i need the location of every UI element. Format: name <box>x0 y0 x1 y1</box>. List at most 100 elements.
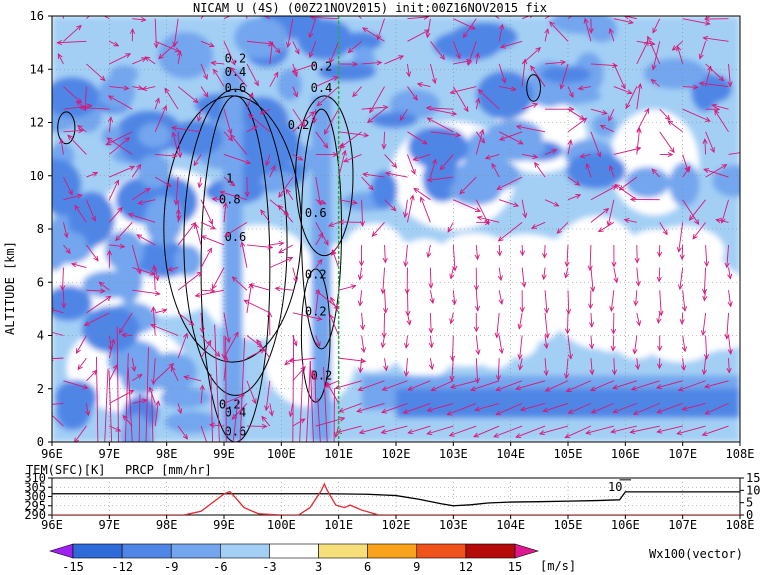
wind-vector-head <box>703 16 710 22</box>
x-tick-label: 106E <box>611 447 640 461</box>
wind-vector-head <box>225 337 231 344</box>
wind-vector <box>246 63 259 86</box>
wind-vector <box>358 380 385 391</box>
wind-vector <box>292 418 306 427</box>
wind-vector <box>515 425 546 438</box>
wind-vector-head <box>426 430 433 436</box>
wind-vector-head <box>633 300 639 307</box>
wind-vector <box>608 109 615 121</box>
field-patch-neutral <box>564 251 623 279</box>
wind-vector <box>145 56 156 65</box>
field-patch-negative <box>550 16 615 35</box>
wind-vector <box>212 267 225 289</box>
wind-vector <box>429 290 434 304</box>
wind-vector-head <box>136 268 142 275</box>
wind-vector <box>497 358 500 380</box>
wind-vector-head <box>99 288 106 294</box>
wind-vector-head <box>425 105 432 111</box>
wind-vector <box>475 335 479 355</box>
field-patch-negative <box>52 76 100 118</box>
wind-vector-head <box>700 330 706 337</box>
wind-vector <box>76 335 87 354</box>
wind-vector <box>108 370 113 442</box>
sub-left-tick-label: 310 <box>24 471 46 485</box>
wind-vector <box>636 40 655 45</box>
x-tick-label: 108E <box>726 447 755 461</box>
wind-vector-head <box>635 364 641 371</box>
wind-vector-head <box>474 406 481 412</box>
wind-vector <box>132 18 146 21</box>
wind-vector-head <box>701 431 708 437</box>
wind-vector-head <box>517 323 523 330</box>
wind-vector-head <box>278 248 284 254</box>
wind-vector-head <box>517 354 523 360</box>
wind-vector-head <box>522 58 528 65</box>
field-patch-negative <box>238 118 300 170</box>
wind-vector <box>682 199 699 225</box>
wind-vector <box>132 57 147 65</box>
wind-vector-head <box>589 343 595 350</box>
wind-vector-head <box>95 6 100 11</box>
wind-vector <box>470 380 500 391</box>
wind-vector-head <box>362 172 369 178</box>
wind-vector <box>586 163 592 178</box>
wind-vector-head <box>429 364 435 371</box>
wind-vector <box>329 41 340 63</box>
wind-vector <box>63 244 71 254</box>
wind-vector <box>692 222 706 240</box>
field-patch-negative <box>234 17 288 59</box>
wind-vector-head <box>331 250 337 256</box>
wind-vector-head <box>596 151 602 158</box>
wind-vector <box>459 176 477 195</box>
wind-vector <box>613 147 641 155</box>
sub-x-tick-label: 98E <box>156 518 178 532</box>
wind-vector-head <box>123 85 130 91</box>
wind-vector <box>177 271 202 291</box>
wind-vector <box>109 40 119 47</box>
wind-vector <box>699 82 729 88</box>
wind-vector <box>591 402 615 414</box>
wind-vector <box>377 18 385 40</box>
wind-vector-head <box>620 83 626 90</box>
wind-vector-head <box>137 200 144 206</box>
wind-vector <box>611 425 637 433</box>
wind-vector <box>315 177 321 205</box>
wind-vector <box>567 194 581 201</box>
sub-annotation: 10 <box>608 480 622 494</box>
wind-vector-head <box>292 71 298 78</box>
wind-vector-head <box>259 348 266 354</box>
wind-vector-head <box>651 168 657 174</box>
wind-vector-head <box>199 384 205 391</box>
wind-vector <box>177 86 199 103</box>
field-patch-neutral <box>587 311 634 352</box>
wind-vector-head <box>711 103 718 109</box>
wind-vector-head <box>366 117 373 124</box>
wind-vector-head <box>694 219 700 226</box>
wind-vector-head <box>715 218 722 224</box>
wind-vector <box>315 232 323 246</box>
wind-vector-head <box>676 246 682 253</box>
wind-vector-head <box>170 125 177 131</box>
color-bar: -15 -12 -9 -6 -3 3 6 9 12 15 <box>48 543 540 574</box>
wind-vector-head <box>167 266 174 272</box>
color-bar-segment <box>416 543 467 559</box>
sub-x-tick-label: 104E <box>496 518 525 532</box>
wind-vector-head <box>657 345 663 352</box>
wind-vector <box>590 380 615 391</box>
wind-vector-head <box>140 17 147 23</box>
wind-vector-head <box>656 251 663 258</box>
wind-vector-head <box>285 41 292 48</box>
wind-vector-head <box>106 249 113 256</box>
wind-vector-head <box>183 375 190 381</box>
wind-vector-head <box>209 422 215 428</box>
wind-vector <box>224 221 248 237</box>
wind-vector-head <box>410 169 416 176</box>
wind-vector <box>667 120 683 133</box>
wind-vector <box>127 367 133 442</box>
wind-vector-head <box>585 429 592 435</box>
wind-vector-head <box>359 221 366 227</box>
wind-vector <box>728 358 730 373</box>
wind-vector-head <box>679 254 685 261</box>
wind-vector-head <box>612 408 619 414</box>
wind-vector <box>498 63 506 83</box>
